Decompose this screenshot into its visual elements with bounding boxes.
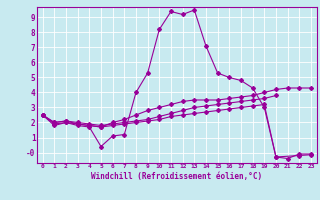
X-axis label: Windchill (Refroidissement éolien,°C): Windchill (Refroidissement éolien,°C) — [91, 172, 262, 181]
